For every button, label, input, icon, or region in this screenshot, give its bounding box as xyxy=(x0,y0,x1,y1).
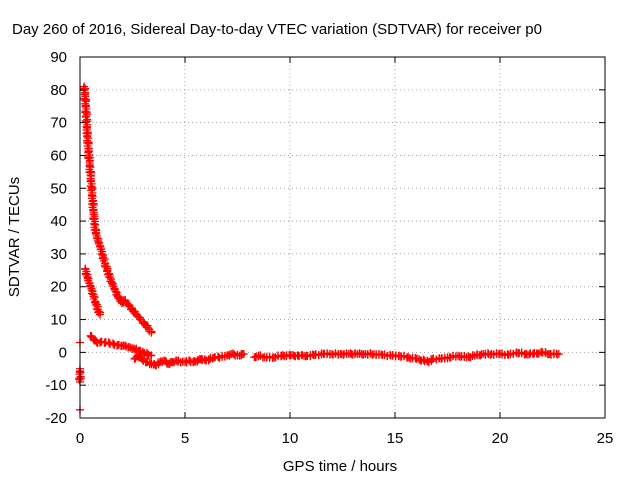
x-tick-label: 10 xyxy=(282,430,299,447)
data-point-marker xyxy=(108,281,117,290)
y-tick-label: 40 xyxy=(50,213,67,230)
data-point-marker xyxy=(76,374,85,383)
data-point-marker xyxy=(86,282,95,291)
y-tick-labels: -20 -10 0 10 20 30 40 50 60 70 80 90 xyxy=(45,49,67,427)
x-tick-label: 5 xyxy=(181,430,189,447)
y-tick-label: 50 xyxy=(50,180,67,197)
data-point-marker xyxy=(204,355,213,364)
data-point-marker xyxy=(101,262,110,271)
y-tick-label: 90 xyxy=(50,49,67,66)
data-point-marker xyxy=(147,327,156,336)
x-tick-label: 15 xyxy=(387,430,404,447)
data-point-marker xyxy=(75,375,84,384)
data-point-marker xyxy=(238,350,247,359)
data-point-marker xyxy=(138,347,147,356)
chart-title: Day 260 of 2016, Sidereal Day-to-day VTE… xyxy=(12,21,542,38)
data-point-marker xyxy=(115,292,124,301)
data-markers xyxy=(75,82,563,414)
y-tick-label: 80 xyxy=(50,82,67,99)
data-point-marker xyxy=(553,350,562,359)
data-point-marker xyxy=(105,273,114,282)
data-point-marker xyxy=(92,229,101,238)
data-point-marker xyxy=(104,269,113,278)
y-tick-label: 70 xyxy=(50,115,67,132)
y-tick-label: 10 xyxy=(50,312,67,329)
data-point-marker xyxy=(233,350,242,359)
y-axis-label: SDTVAR / TECUs xyxy=(6,177,23,297)
y-tick-label: 30 xyxy=(50,246,67,263)
x-tick-label: 25 xyxy=(597,430,614,447)
x-tick-label: 20 xyxy=(492,430,509,447)
data-point-marker xyxy=(95,307,104,316)
data-point-marker xyxy=(89,206,98,215)
x-tick-label: 0 xyxy=(76,430,84,447)
y-tick-label: 20 xyxy=(50,279,67,296)
data-point-marker xyxy=(104,338,113,347)
plot-frame xyxy=(79,56,606,419)
y-tick-label: 0 xyxy=(59,344,67,361)
data-point-marker xyxy=(552,349,561,358)
x-tick-labels: 0 5 10 15 20 25 xyxy=(76,430,614,447)
data-point-marker xyxy=(108,339,117,348)
data-point-marker xyxy=(96,308,105,317)
data-point-marker xyxy=(91,301,100,310)
data-point-marker xyxy=(184,356,193,365)
data-point-marker xyxy=(125,302,134,311)
data-point-marker xyxy=(147,351,156,360)
x-axis-label: GPS time / hours xyxy=(283,458,397,475)
data-point-marker xyxy=(97,249,106,258)
data-point-marker xyxy=(419,355,428,364)
y-tick-label: 60 xyxy=(50,147,67,164)
axis-ticks xyxy=(79,56,606,419)
y-tick-label: -20 xyxy=(45,410,67,427)
y-tick-label: -10 xyxy=(45,377,67,394)
